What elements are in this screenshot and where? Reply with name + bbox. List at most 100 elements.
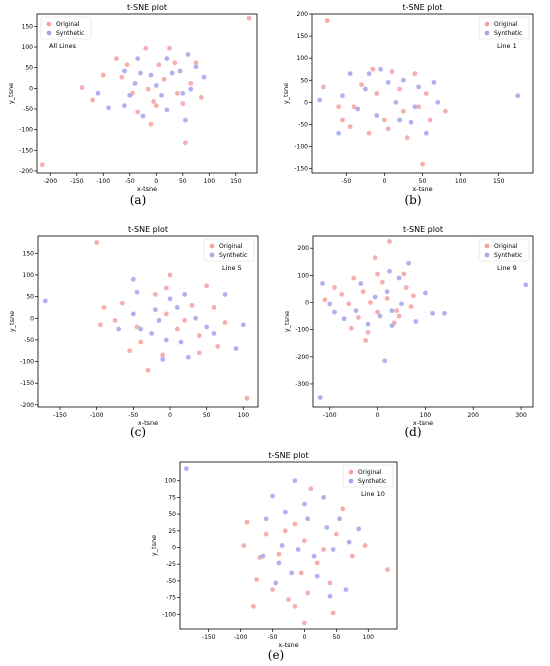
legend-box: [478, 238, 530, 262]
data-point-original: [302, 620, 307, 626]
data-point-original: [196, 350, 202, 356]
y-tick-label: 0: [29, 85, 33, 92]
data-point-original: [394, 308, 400, 314]
legend: Original Synthetic: [478, 238, 530, 262]
y-tick-label: 100: [298, 272, 310, 279]
data-point-synthetic: [343, 587, 349, 592]
data-point-original: [127, 348, 133, 354]
legend-label-original: Original: [494, 243, 518, 250]
data-point-original: [119, 300, 125, 306]
data-point-original: [282, 528, 288, 534]
data-point-synthetic: [356, 526, 362, 532]
y-tick-label: 100: [297, 55, 309, 62]
y-tick-label: 0: [30, 315, 34, 322]
data-point-original: [379, 279, 385, 285]
chart-svg-c: t-SNE plot -150 -100 -50 0 50 100 -200 -150 -100 -…: [8, 225, 259, 427]
data-point-synthetic: [321, 495, 327, 500]
chart-svg-d: t-SNE plot -100 0 100 200 300 -300 -200 -100 0 100…: [283, 225, 534, 427]
data-point-synthetic: [523, 282, 529, 288]
y-tick-label: 150: [297, 33, 309, 40]
data-point-original: [292, 521, 298, 527]
data-point-original: [163, 311, 169, 317]
data-point-synthetic: [183, 117, 188, 123]
plot-frame: [179, 461, 398, 630]
data-point-synthetic: [396, 275, 402, 281]
data-point-original: [152, 292, 158, 297]
data-point-original: [416, 104, 422, 110]
data-point-original: [204, 283, 210, 289]
x-tick-label: -100: [323, 412, 337, 419]
y-tick-label: 50: [168, 511, 176, 518]
data-point-original: [305, 590, 311, 596]
x-tick-label: 50: [203, 412, 211, 419]
legend-label-original: Original: [219, 243, 243, 250]
data-point-synthetic: [311, 553, 317, 559]
x-tick-label: 0: [168, 412, 172, 419]
legend-marker-original: [484, 21, 490, 27]
data-point-original: [174, 326, 180, 332]
data-point-original: [145, 367, 151, 373]
x-tick-label: 50: [419, 178, 427, 185]
data-point-original: [362, 543, 368, 548]
data-point-original: [39, 162, 45, 168]
chart-svg-b: t-SNE plot -50 0 50 100 150 -150 -100 -50 0 50 100 1…: [282, 3, 534, 193]
data-point-synthetic: [135, 56, 141, 62]
x-tick-label: 50: [179, 178, 187, 185]
data-point-synthetic: [346, 539, 352, 545]
data-point-original: [148, 121, 154, 127]
data-point-original: [427, 117, 433, 123]
data-point-synthetic: [399, 301, 404, 307]
x-tick-label: 0: [376, 412, 380, 419]
data-point-original: [298, 570, 304, 576]
y-axis-label: y_tsne: [150, 535, 158, 556]
data-point-synthetic: [378, 66, 383, 72]
data-point-original: [180, 101, 186, 107]
data-point-original: [389, 69, 395, 74]
data-point-synthetic: [340, 93, 345, 99]
data-point-synthetic: [408, 119, 414, 125]
x-tick-label: 100: [455, 178, 467, 185]
data-point-synthetic: [282, 509, 288, 515]
chart-title: t-SNE plot: [128, 225, 168, 234]
y-tick-label: 0: [172, 545, 176, 552]
data-point-synthetic: [382, 358, 388, 364]
legend-marker-synthetic: [348, 478, 354, 484]
y-tick-label: 50: [300, 77, 308, 84]
data-point-synthetic: [355, 106, 361, 112]
legend-label-synthetic: Synthetic: [56, 30, 84, 37]
data-point-original: [211, 305, 217, 310]
data-point-original: [423, 91, 429, 96]
legend-marker-synthetic: [484, 30, 490, 36]
data-point-original: [188, 80, 194, 86]
data-point-original: [397, 86, 403, 92]
data-point-original: [374, 91, 380, 96]
chart-title: t-SNE plot: [127, 3, 167, 12]
data-point-original: [270, 587, 275, 592]
data-point-synthetic: [305, 516, 311, 522]
y-tick-label: 50: [25, 65, 33, 72]
data-point-original: [263, 531, 269, 537]
data-point-synthetic: [106, 105, 111, 111]
data-point-synthetic: [320, 281, 325, 286]
y-tick-label: -200: [295, 354, 309, 361]
x-tick-label: -150: [53, 412, 67, 419]
legend-label-original: Original: [358, 469, 382, 476]
data-point-synthetic: [95, 90, 101, 96]
data-point-synthetic: [358, 281, 364, 286]
data-point-synthetic: [337, 516, 342, 522]
y-tick-label: 25: [168, 528, 176, 535]
y-tick-label: -50: [24, 337, 34, 344]
legend-marker-original: [46, 21, 52, 27]
data-point-original: [183, 140, 188, 146]
y-tick-label: 100: [22, 44, 34, 51]
data-point-original: [244, 519, 250, 525]
data-point-original: [321, 547, 327, 552]
data-point-synthetic: [204, 324, 210, 330]
data-point-synthetic: [423, 130, 429, 136]
data-point-original: [349, 553, 355, 559]
plot-frame: [37, 235, 259, 408]
data-point-synthetic: [222, 292, 228, 297]
data-point-original: [143, 45, 149, 51]
data-point-synthetic: [132, 80, 138, 86]
y-tick-label: 150: [23, 250, 35, 257]
